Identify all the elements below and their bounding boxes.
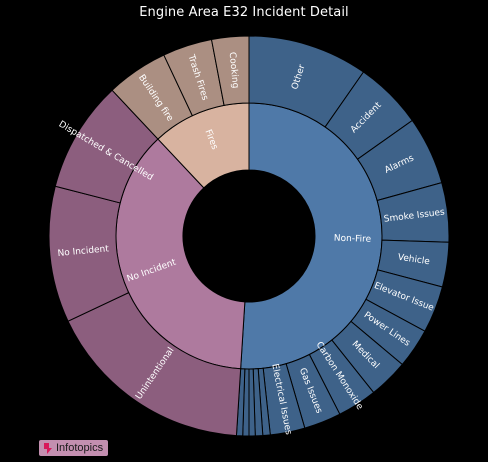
chart-title: Engine Area E32 Incident Detail xyxy=(139,5,349,20)
inner-label-non-fire: Non-Fire xyxy=(334,234,372,245)
infotopics-label: Infotopics xyxy=(56,442,104,454)
outer-label-no-incident: No Incident xyxy=(57,244,110,259)
infotopics-logo-icon xyxy=(44,442,52,454)
infotopics-badge[interactable]: Infotopics xyxy=(39,440,109,456)
outer-segment-cooking[interactable] xyxy=(210,35,250,106)
outer-label-vehicle: Vehicle xyxy=(397,253,431,268)
outer-label-cooking: Cooking xyxy=(227,52,240,89)
